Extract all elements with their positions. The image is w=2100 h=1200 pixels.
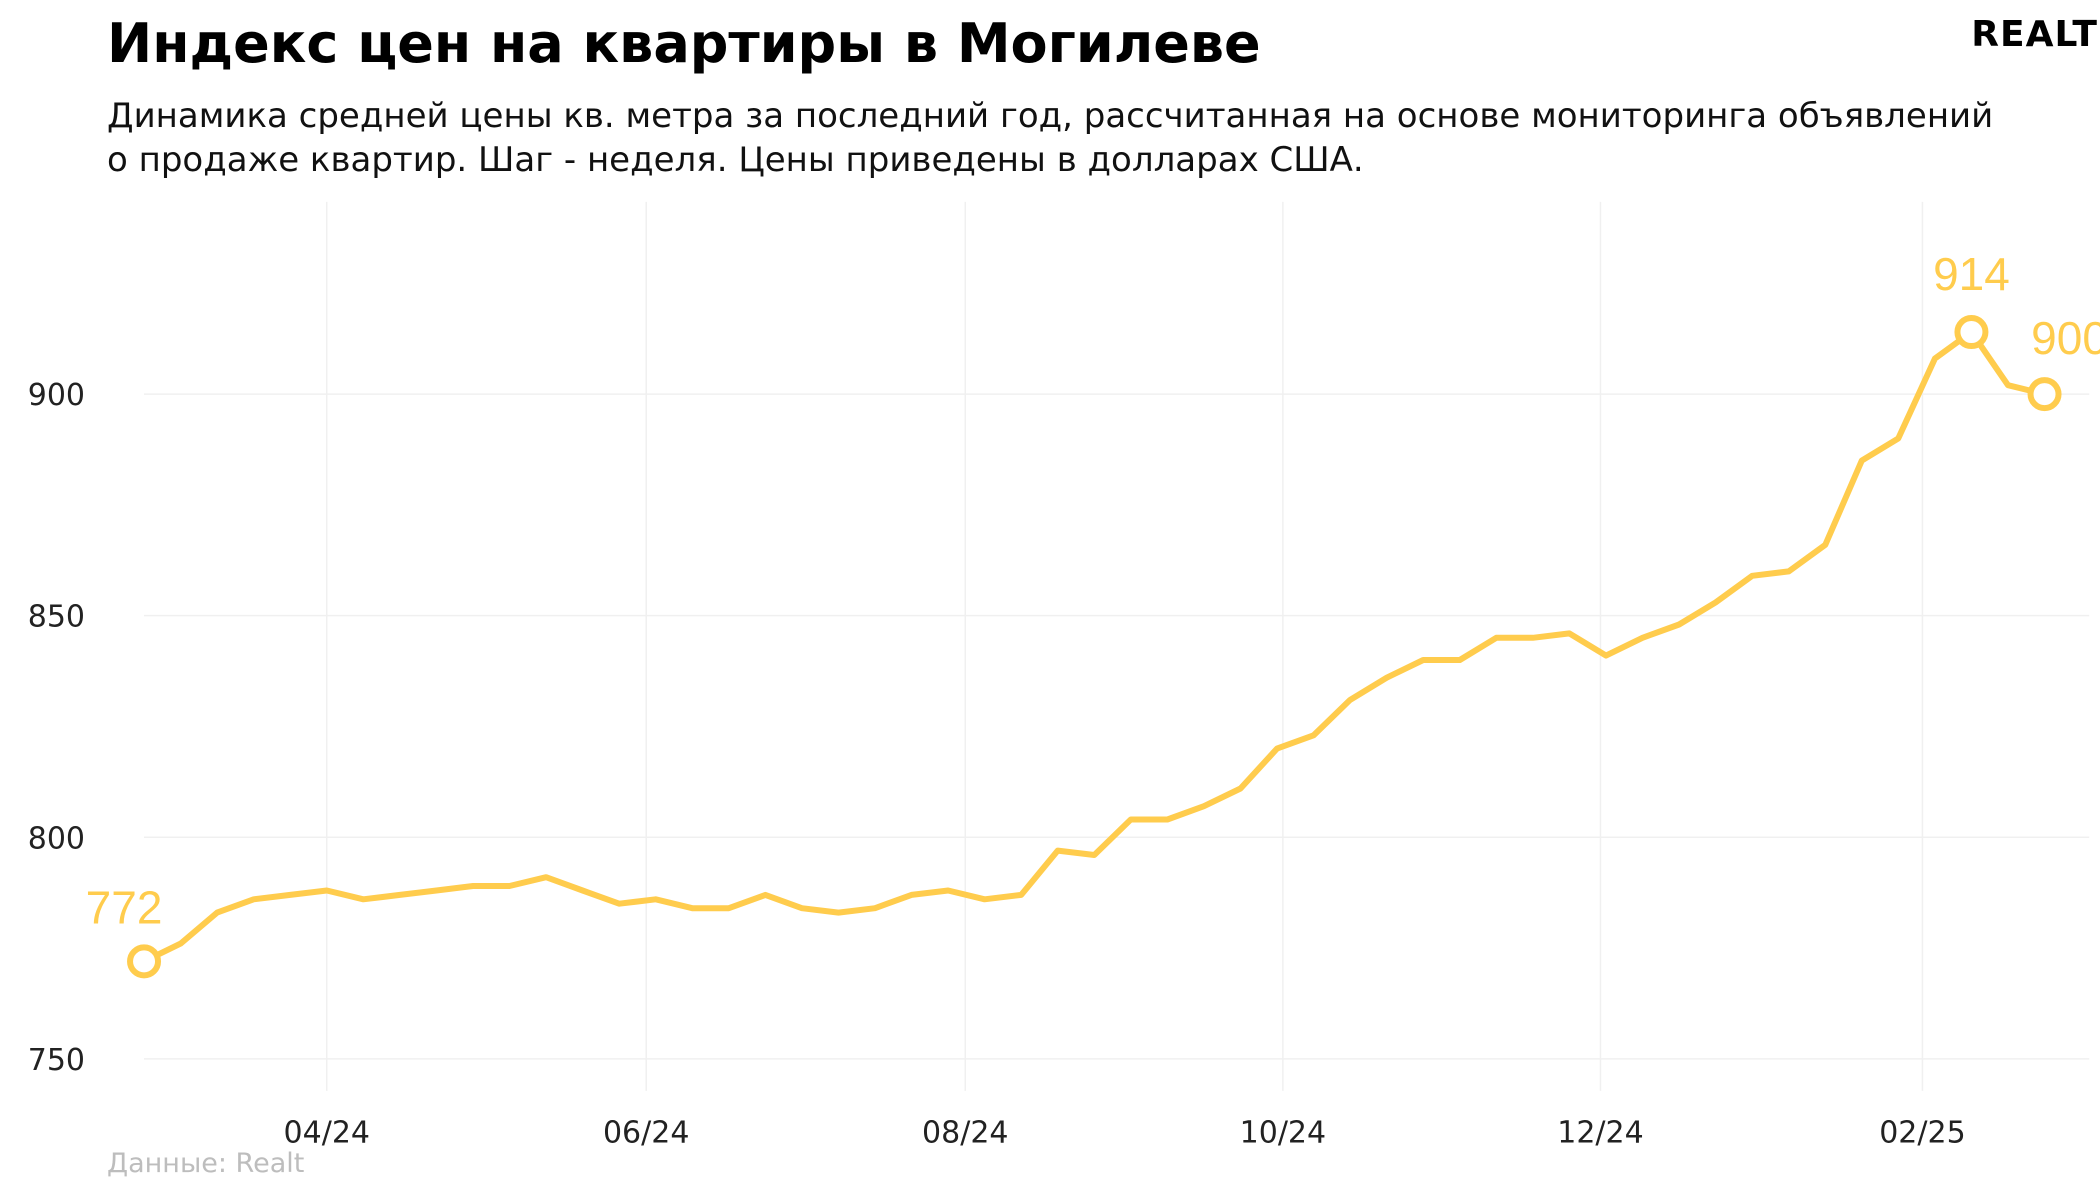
x-tick-label: 06/24 [603,1116,689,1151]
data-label: 900 [2031,312,2100,364]
gridlines [144,201,2090,1091]
highlight-marker [127,944,162,979]
data-label: 772 [86,881,163,933]
chart-title: Индекс цен на квартиры в Могилеве [107,12,1261,75]
x-tick-label: 02/25 [1879,1116,1965,1151]
realt-logo: REALT [1971,14,2098,55]
x-tick-label: 04/24 [284,1116,370,1151]
x-tick-label: 12/24 [1557,1116,1643,1151]
data-label: 914 [1933,248,2010,300]
x-tick-label: 08/24 [922,1116,1008,1151]
series: 772 914 900 [86,248,2100,979]
source-note: Данные: Realt [107,1148,305,1179]
price-line [141,329,2048,965]
x-tick-label: 10/24 [1240,1116,1326,1151]
chart-subtitle: Динамика средней цены кв. метра за после… [107,96,1994,180]
highlight-marker [1954,315,1989,350]
axis-labels: 750 800 850 900 04/24 06/24 08/24 10/24 12/24 02/… [28,378,1966,1151]
y-tick-label: 900 [28,378,85,413]
highlight-marker [2027,377,2062,412]
y-tick-label: 850 [28,600,85,635]
y-tick-label: 800 [28,821,85,856]
y-tick-label: 750 [28,1043,85,1078]
